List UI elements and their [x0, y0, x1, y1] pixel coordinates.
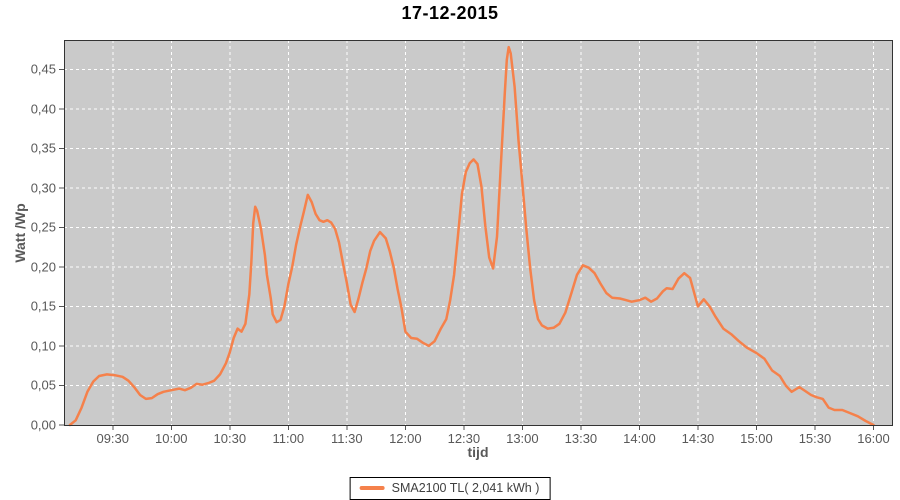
y-tick-label: 0,35	[30, 140, 56, 156]
x-tick-label: 10:00	[155, 431, 188, 446]
legend: SMA2100 TL( 2,041 kWh )	[349, 477, 551, 500]
y-tick-label: 0,45	[30, 61, 56, 77]
y-tick-label: 0,05	[30, 377, 56, 393]
x-tick-label: 13:00	[506, 431, 539, 446]
y-tick-label: 0,00	[30, 417, 56, 433]
y-tick-label: 0,40	[30, 101, 56, 117]
y-tick-label: 0,10	[30, 338, 56, 354]
x-tick-label: 12:30	[447, 431, 481, 446]
y-tick-label: 0,20	[30, 259, 56, 275]
legend-line-swatch	[359, 486, 385, 490]
x-tick-label: 16:00	[857, 431, 890, 446]
x-tick-label: 15:00	[740, 431, 773, 446]
x-tick-label: 11:30	[331, 431, 363, 446]
chart-title: 17-12-2015	[401, 3, 499, 23]
x-tick-label: 14:00	[623, 431, 656, 446]
x-tick-label: 13:30	[564, 431, 598, 446]
y-tick-label: 0,30	[30, 180, 56, 196]
x-axis-title: tijd	[467, 444, 489, 460]
x-tick-label: 10:30	[213, 431, 247, 446]
plot-svg	[59, 40, 893, 430]
plot-area	[59, 40, 893, 430]
y-tick-label: 0,15	[30, 298, 56, 314]
x-tick-label: 15:30	[798, 431, 832, 446]
legend-label: SMA2100 TL( 2,041 kWh )	[391, 481, 540, 495]
x-tick-label: 14:30	[681, 431, 715, 446]
x-tick-label: 09:30	[96, 431, 130, 446]
y-tick-label: 0,25	[30, 219, 56, 235]
x-tick-label: 12:00	[389, 431, 422, 446]
x-tick-label: 11:00	[272, 431, 305, 446]
